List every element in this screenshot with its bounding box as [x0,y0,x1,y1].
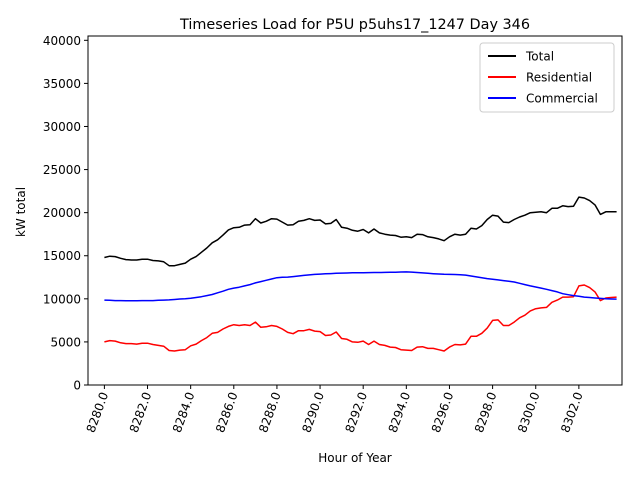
plot-frame [87,35,623,386]
x-axis-label: Hour of Year [318,451,392,465]
y-tick-label: 0 [73,379,81,393]
x-tick-label: 8288.0 [256,390,284,434]
x-tick-label: 8292.0 [342,390,370,434]
x-axis-ticks: 8280.0 8282.0 8284.0 8286.0 8288.0 8290.0 8292… [84,385,586,434]
chart-title: Timeseries Load for P5U p5uhs17_1247 Day… [179,17,530,33]
legend-label-commercial: Commercial [526,92,598,106]
plot-lines [104,196,617,352]
x-tick-label: 8286.0 [213,390,241,434]
y-tick-label: 25000 [43,163,81,177]
x-tick-label: 8302.0 [558,390,586,434]
x-tick-label: 8282.0 [127,390,155,434]
y-axis-label: kW total [14,187,28,237]
series-line-commercial [104,271,617,302]
y-axis-ticks: 0 5000 10000 15000 20000 25000 30000 35000 40000 [43,34,88,393]
x-tick-label: 8284.0 [170,390,198,434]
legend-box [479,42,615,113]
y-tick-label: 10000 [43,292,81,306]
x-tick-label: 8296.0 [429,390,457,434]
legend-entries: Total Residential Commercial [488,50,598,106]
y-tick-label: 15000 [43,249,81,263]
x-tick-label: 8294.0 [386,390,414,434]
legend-label-total: Total [525,50,554,64]
x-tick-label: 8300.0 [515,390,543,434]
x-tick-label: 8298.0 [472,390,500,434]
series-line-total [104,196,617,267]
y-tick-label: 5000 [50,335,81,349]
y-tick-label: 35000 [43,77,81,91]
y-tick-label: 20000 [43,206,81,220]
legend: Total Residential Commercial [479,42,615,113]
legend-label-residential: Residential [526,71,592,85]
series-line-residential [104,284,617,352]
x-tick-label: 8280.0 [84,390,112,434]
x-tick-label: 8290.0 [299,390,327,434]
y-tick-label: 30000 [43,120,81,134]
y-tick-label: 40000 [43,34,81,48]
